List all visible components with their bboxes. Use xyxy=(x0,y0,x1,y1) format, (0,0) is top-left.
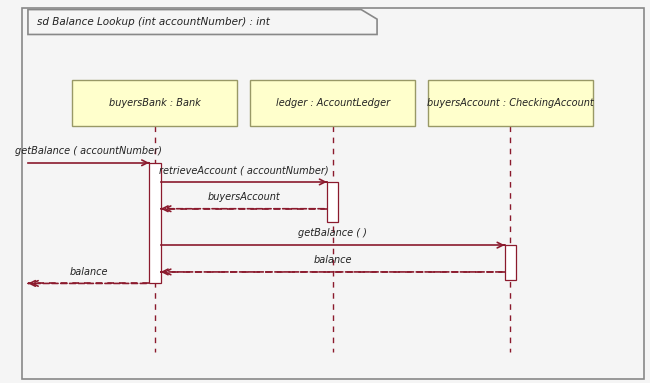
FancyBboxPatch shape xyxy=(21,8,644,379)
Text: getBalance ( ): getBalance ( ) xyxy=(298,228,367,238)
FancyBboxPatch shape xyxy=(504,245,516,280)
Text: buyersAccount : CheckingAccount: buyersAccount : CheckingAccount xyxy=(427,98,593,108)
Text: ledger : AccountLedger: ledger : AccountLedger xyxy=(276,98,390,108)
Text: balance: balance xyxy=(70,267,108,277)
Text: buyersAccount: buyersAccount xyxy=(207,192,280,202)
Polygon shape xyxy=(28,10,377,34)
Text: retrieveAccount ( accountNumber): retrieveAccount ( accountNumber) xyxy=(159,165,329,175)
FancyBboxPatch shape xyxy=(150,163,161,283)
Text: sd Balance Lookup (int accountNumber) : int: sd Balance Lookup (int accountNumber) : … xyxy=(38,17,270,27)
FancyBboxPatch shape xyxy=(250,80,415,126)
Text: getBalance ( accountNumber): getBalance ( accountNumber) xyxy=(15,146,162,156)
FancyBboxPatch shape xyxy=(428,80,593,126)
Text: buyersBank : Bank: buyersBank : Bank xyxy=(109,98,201,108)
FancyBboxPatch shape xyxy=(72,80,237,126)
Text: balance: balance xyxy=(313,255,352,265)
FancyBboxPatch shape xyxy=(327,182,339,222)
